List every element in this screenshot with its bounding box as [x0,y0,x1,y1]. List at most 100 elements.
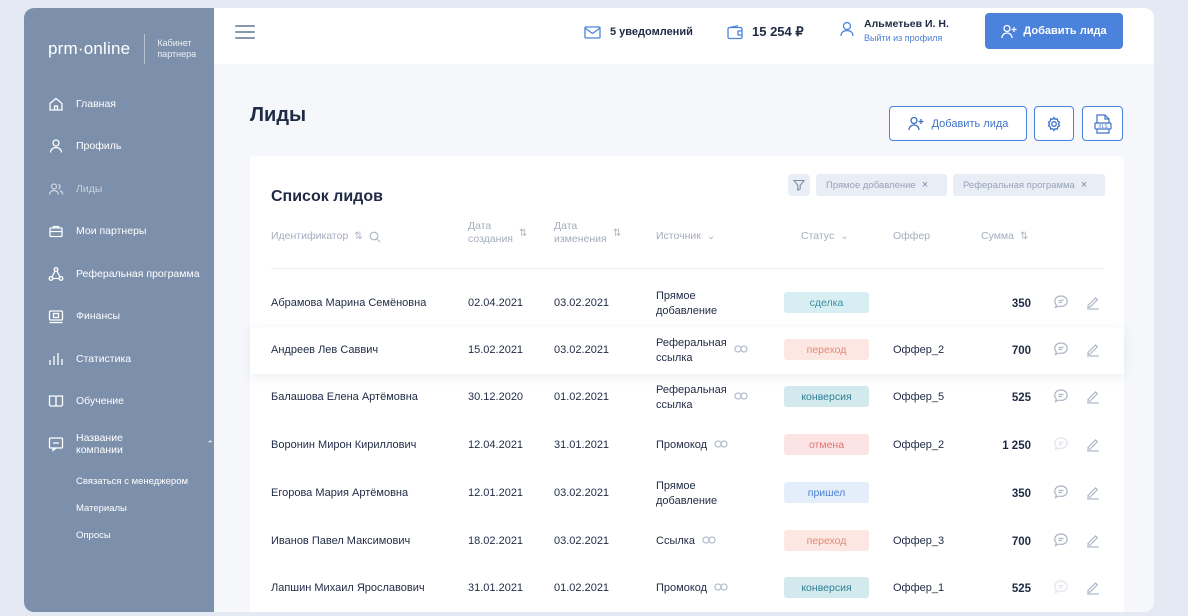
offer: Оффер_3 [893,535,945,547]
sort-icon[interactable]: ⇅ [612,227,622,239]
table-row[interactable]: Лапшин Михаил Ярославович 31.01.2021 01.02… [250,565,1124,612]
column-header-source[interactable]: Источник ⌄ [656,230,715,243]
source-label: Реферальная ссылка [656,336,727,364]
changed-date: 01.02.2021 [554,391,610,403]
table-row[interactable]: Абрамова Марина Семёновна 02.04.2021 03.02… [250,280,1124,327]
lead-name[interactable]: Балашова Елена Артёмовна [271,391,418,403]
sort-icon[interactable]: ⇅ [1020,231,1029,242]
logo[interactable]: prm·online [48,39,131,58]
source-cell: Прямое добавление [656,470,717,517]
sort-icon[interactable]: ⇅ [354,231,363,242]
table-row[interactable]: Андреев Лев Саввич 15.02.2021 03.02.2021 Ре… [250,327,1124,374]
status-badge: переход [784,530,869,551]
sidebar-subitem-materials[interactable]: Материалы [76,503,127,514]
close-icon[interactable]: × [921,179,929,191]
chevron-down-icon[interactable]: ⌄ [706,231,716,242]
lead-name[interactable]: Абрамова Марина Семёновна [271,297,427,309]
balance[interactable]: 15 254 ₽ [727,8,804,56]
offer: Оффер_2 [893,439,945,451]
status-badge: переход [784,339,869,360]
offer: Оффер_5 [893,391,945,403]
source-label: Реферальная ссылка [656,383,727,411]
menu-icon[interactable] [235,25,255,39]
sum: 700 [1011,535,1031,548]
sidebar-item-home[interactable]: Главная [48,93,116,115]
card-title: Список лидов [271,188,383,205]
user-name[interactable]: Альметьев И. Н. [864,18,949,30]
created-date: 12.04.2021 [468,439,524,451]
sort-icon[interactable]: ⇅ [519,227,528,239]
column-header-label: Сумма [981,230,1014,242]
export-xls-button[interactable]: XLS [1082,106,1123,141]
column-header-status[interactable]: Статус ⌄ [801,230,849,243]
filter-icon[interactable] [788,174,810,196]
edit-icon[interactable] [1085,294,1101,315]
comment-icon[interactable] [1053,341,1069,362]
edit-icon[interactable] [1085,341,1101,362]
filter-chip-label: Реферальная программа [963,179,1075,191]
settings-button[interactable] [1034,106,1074,141]
comment-icon[interactable] [1053,532,1069,553]
edit-icon[interactable] [1085,484,1101,505]
link-icon[interactable] [734,343,748,358]
user-block: Альметьев И. Н. Выйти из профиля [840,18,949,43]
column-header-id[interactable]: Идентификатор ⇅ [271,230,381,243]
add-lead-button-top[interactable]: Добавить лида [985,13,1123,49]
edit-icon[interactable] [1085,532,1101,553]
sidebar-item-label: Главная [76,98,116,110]
sidebar-subitem-surveys[interactable]: Опросы [76,530,111,541]
topbar: 5 уведомлений 15 254 ₽ Альметьев И. Н. В… [214,8,1154,64]
edit-icon[interactable] [1085,388,1101,409]
filter-chip-label: Прямое добавление [826,179,916,191]
table-row[interactable]: Воронин Мирон Кириллович 12.04.2021 31.01.… [250,422,1124,469]
sidebar-item-learning[interactable]: Обучение [48,390,124,412]
filter-chip[interactable]: Прямое добавление × [816,174,947,196]
edit-icon[interactable] [1085,436,1101,457]
comment-icon[interactable] [1053,579,1069,600]
lead-name[interactable]: Воронин Мирон Кириллович [271,439,417,451]
search-icon[interactable] [369,231,381,243]
link-icon[interactable] [714,438,728,453]
notifications[interactable]: 5 уведомлений [584,8,693,56]
comment-icon[interactable] [1053,294,1069,315]
sidebar-item-finance[interactable]: Финансы [48,305,120,327]
comment-icon[interactable] [1053,484,1069,505]
source-label: Промокод [656,439,708,451]
lead-name[interactable]: Иванов Павел Максимович [271,535,411,547]
logout-link[interactable]: Выйти из профиля [864,33,943,43]
source-cell: Ссылка [656,518,716,565]
column-header-created[interactable]: Дата создания ⇅ [468,220,527,246]
table-row[interactable]: Иванов Павел Максимович 18.02.2021 03.02.2… [250,518,1124,565]
link-icon[interactable] [734,390,748,405]
column-header-sum[interactable]: Сумма ⇅ [981,230,1028,243]
filter-chip[interactable]: Реферальная программа × [953,174,1105,196]
comment-icon[interactable] [1053,436,1069,457]
sidebar-item-profile[interactable]: Профиль [48,135,121,157]
sidebar-subitem-contact-manager[interactable]: Связаться с менеджером [76,476,189,487]
comment-icon[interactable] [1053,388,1069,409]
add-lead-label: Добавить лида [931,117,1009,130]
sidebar-item-company[interactable]: Название компании ⌃ [48,432,214,456]
sidebar-item-stats[interactable]: Статистика [48,348,131,370]
brand: prm·online Кабинет партнера [48,34,196,64]
sidebar-item-partners[interactable]: Мои партнеры [48,220,146,242]
changed-date: 03.02.2021 [554,297,610,309]
lead-name[interactable]: Егорова Мария Артёмовна [271,487,409,499]
close-icon[interactable]: × [1080,179,1088,191]
table-row[interactable]: Егорова Мария Артёмовна 12.01.2021 03.02.2… [250,470,1124,517]
edit-icon[interactable] [1085,579,1101,600]
lead-name[interactable]: Лапшин Михаил Ярославович [271,582,425,594]
lead-name[interactable]: Андреев Лев Саввич [271,344,379,356]
table-row[interactable]: Балашова Елена Артёмовна 30.12.2020 01.02.… [250,374,1124,421]
sidebar-item-referral[interactable]: Реферальная программа [48,263,200,285]
add-lead-label: Добавить лида [1023,25,1107,37]
chevron-down-icon[interactable]: ⌄ [840,231,849,242]
column-header-changed[interactable]: Дата изменения ⇅ [554,220,621,246]
chevron-up-icon[interactable]: ⌃ [206,438,214,449]
source-cell: Промокод [656,565,728,612]
link-icon[interactable] [714,581,728,596]
sidebar-item-leads[interactable]: Лиды [48,178,102,200]
add-lead-button[interactable]: Добавить лида [889,106,1027,141]
header-divider [271,268,1103,269]
link-icon[interactable] [702,534,716,549]
